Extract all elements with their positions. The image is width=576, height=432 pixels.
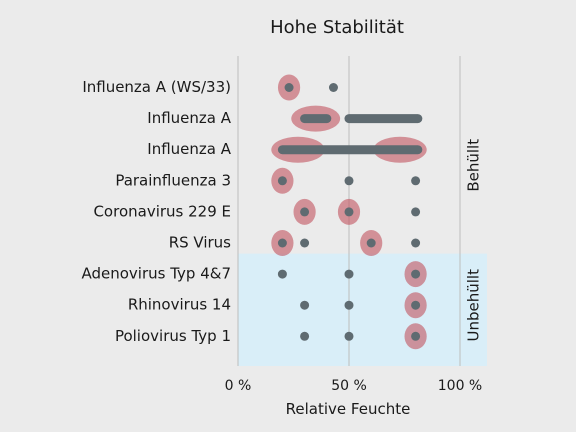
tested-point: [366, 238, 376, 248]
x-axis-label: Relative Feuchte: [286, 400, 411, 418]
tested-point: [344, 300, 354, 310]
category-label: Influenza A: [147, 140, 231, 158]
tested-point: [411, 176, 421, 186]
tested-point: [284, 83, 294, 92]
chart-title: Hohe Stabilität: [270, 17, 404, 38]
tested-point: [344, 331, 354, 341]
category-label: RS Virus: [169, 234, 231, 252]
tested-point: [328, 83, 338, 92]
tested-point: [411, 238, 421, 248]
tested-point: [300, 300, 310, 310]
tested-point: [277, 269, 287, 279]
category-label: Coronavirus 229 E: [93, 202, 231, 220]
category-label: Parainfluenza 3: [115, 171, 231, 189]
category-label: Poliovirus Typ 1: [115, 327, 231, 345]
tested-point: [411, 300, 421, 310]
category-label: Influenza A: [147, 109, 231, 127]
x-tick-label: 50 %: [331, 378, 367, 394]
tested-point: [300, 331, 310, 341]
tested-point: [300, 238, 310, 248]
tested-point: [344, 207, 354, 217]
category-label: Influenza A (WS/33): [82, 78, 231, 96]
tested-point: [411, 331, 421, 341]
tested-point: [411, 207, 421, 217]
tested-point: [411, 269, 421, 279]
group-band: [238, 253, 487, 366]
category-label: Adenovirus Typ 4&7: [81, 265, 231, 283]
group-label: Unbehüllt: [465, 269, 483, 342]
tested-point: [344, 269, 354, 279]
category-label: Rhinovirus 14: [128, 296, 231, 314]
group-label: Behüllt: [465, 139, 483, 192]
x-tick-label: 100 %: [438, 378, 482, 394]
tested-point: [344, 176, 354, 186]
x-tick-label: 0 %: [225, 378, 252, 394]
tested-point: [300, 207, 310, 217]
tested-point: [277, 176, 287, 186]
tested-point: [277, 238, 287, 248]
